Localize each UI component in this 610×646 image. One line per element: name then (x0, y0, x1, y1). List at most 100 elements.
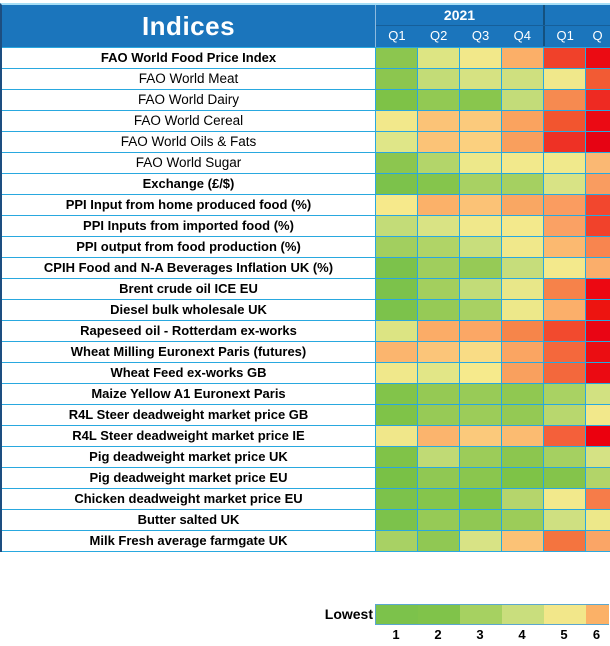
heatmap-cell[interactable] (459, 321, 501, 342)
heatmap-cell[interactable] (417, 279, 459, 300)
heatmap-cell[interactable] (375, 489, 417, 510)
heatmap-cell[interactable] (375, 195, 417, 216)
heatmap-cell[interactable] (585, 531, 610, 552)
heatmap-cell[interactable] (543, 216, 585, 237)
row-label[interactable]: CPIH Food and N-A Beverages Inflation UK… (2, 258, 375, 279)
heatmap-cell[interactable] (585, 426, 610, 447)
heatmap-cell[interactable] (417, 363, 459, 384)
heatmap-cell[interactable] (375, 468, 417, 489)
row-label[interactable]: FAO World Sugar (2, 153, 375, 174)
heatmap-cell[interactable] (543, 531, 585, 552)
heatmap-cell[interactable] (501, 237, 543, 258)
heatmap-cell[interactable] (459, 342, 501, 363)
row-label[interactable]: Pig deadweight market price EU (2, 468, 375, 489)
heatmap-cell[interactable] (417, 384, 459, 405)
heatmap-cell[interactable] (585, 384, 610, 405)
heatmap-cell[interactable] (375, 384, 417, 405)
heatmap-cell[interactable] (375, 111, 417, 132)
row-label[interactable]: Rapeseed oil - Rotterdam ex-works (2, 321, 375, 342)
heatmap-cell[interactable] (501, 447, 543, 468)
heatmap-cell[interactable] (543, 279, 585, 300)
heatmap-cell[interactable] (501, 510, 543, 531)
heatmap-cell[interactable] (375, 321, 417, 342)
heatmap-cell[interactable] (585, 90, 610, 111)
heatmap-cell[interactable] (459, 216, 501, 237)
heatmap-cell[interactable] (543, 321, 585, 342)
heatmap-cell[interactable] (375, 342, 417, 363)
heatmap-cell[interactable] (459, 468, 501, 489)
heatmap-cell[interactable] (375, 48, 417, 69)
row-label[interactable]: R4L Steer deadweight market price GB (2, 405, 375, 426)
heatmap-cell[interactable] (459, 405, 501, 426)
heatmap-cell[interactable] (375, 426, 417, 447)
heatmap-cell[interactable] (543, 510, 585, 531)
heatmap-cell[interactable] (459, 48, 501, 69)
heatmap-cell[interactable] (417, 258, 459, 279)
heatmap-cell[interactable] (585, 153, 610, 174)
heatmap-cell[interactable] (459, 111, 501, 132)
heatmap-cell[interactable] (585, 468, 610, 489)
heatmap-cell[interactable] (417, 90, 459, 111)
row-label[interactable]: Diesel bulk wholesale UK (2, 300, 375, 321)
heatmap-cell[interactable] (543, 195, 585, 216)
heatmap-cell[interactable] (375, 531, 417, 552)
row-label[interactable]: Milk Fresh average farmgate UK (2, 531, 375, 552)
heatmap-cell[interactable] (585, 447, 610, 468)
row-label[interactable]: Maize Yellow A1 Euronext Paris (2, 384, 375, 405)
heatmap-cell[interactable] (459, 69, 501, 90)
heatmap-cell[interactable] (375, 237, 417, 258)
heatmap-cell[interactable] (543, 90, 585, 111)
heatmap-cell[interactable] (417, 153, 459, 174)
row-label[interactable]: FAO World Dairy (2, 90, 375, 111)
heatmap-cell[interactable] (375, 174, 417, 195)
heatmap-cell[interactable] (501, 174, 543, 195)
heatmap-cell[interactable] (543, 69, 585, 90)
heatmap-cell[interactable] (585, 48, 610, 69)
heatmap-cell[interactable] (417, 132, 459, 153)
heatmap-cell[interactable] (501, 153, 543, 174)
heatmap-cell[interactable] (585, 300, 610, 321)
heatmap-cell[interactable] (417, 237, 459, 258)
heatmap-cell[interactable] (417, 426, 459, 447)
heatmap-cell[interactable] (501, 216, 543, 237)
heatmap-cell[interactable] (459, 153, 501, 174)
heatmap-cell[interactable] (501, 426, 543, 447)
heatmap-cell[interactable] (543, 426, 585, 447)
heatmap-cell[interactable] (417, 489, 459, 510)
heatmap-cell[interactable] (585, 216, 610, 237)
heatmap-cell[interactable] (585, 321, 610, 342)
row-label[interactable]: R4L Steer deadweight market price IE (2, 426, 375, 447)
heatmap-cell[interactable] (501, 468, 543, 489)
heatmap-cell[interactable] (375, 258, 417, 279)
heatmap-cell[interactable] (501, 258, 543, 279)
heatmap-cell[interactable] (417, 216, 459, 237)
heatmap-cell[interactable] (459, 531, 501, 552)
row-label[interactable]: PPI Input from home produced food (%) (2, 195, 375, 216)
heatmap-cell[interactable] (375, 405, 417, 426)
heatmap-cell[interactable] (375, 510, 417, 531)
heatmap-cell[interactable] (501, 384, 543, 405)
row-label[interactable]: PPI Inputs from imported food (%) (2, 216, 375, 237)
heatmap-cell[interactable] (501, 405, 543, 426)
heatmap-cell[interactable] (543, 258, 585, 279)
heatmap-cell[interactable] (459, 300, 501, 321)
heatmap-cell[interactable] (543, 48, 585, 69)
heatmap-cell[interactable] (543, 300, 585, 321)
heatmap-cell[interactable] (585, 174, 610, 195)
row-label[interactable]: Exchange (£/$) (2, 174, 375, 195)
heatmap-cell[interactable] (543, 174, 585, 195)
heatmap-cell[interactable] (585, 132, 610, 153)
heatmap-cell[interactable] (459, 90, 501, 111)
heatmap-cell[interactable] (543, 405, 585, 426)
heatmap-cell[interactable] (375, 153, 417, 174)
heatmap-cell[interactable] (585, 258, 610, 279)
heatmap-cell[interactable] (459, 426, 501, 447)
heatmap-cell[interactable] (459, 195, 501, 216)
row-label[interactable]: FAO World Oils & Fats (2, 132, 375, 153)
heatmap-cell[interactable] (501, 531, 543, 552)
heatmap-cell[interactable] (543, 489, 585, 510)
heatmap-cell[interactable] (543, 384, 585, 405)
heatmap-cell[interactable] (543, 447, 585, 468)
heatmap-cell[interactable] (417, 342, 459, 363)
heatmap-cell[interactable] (585, 489, 610, 510)
